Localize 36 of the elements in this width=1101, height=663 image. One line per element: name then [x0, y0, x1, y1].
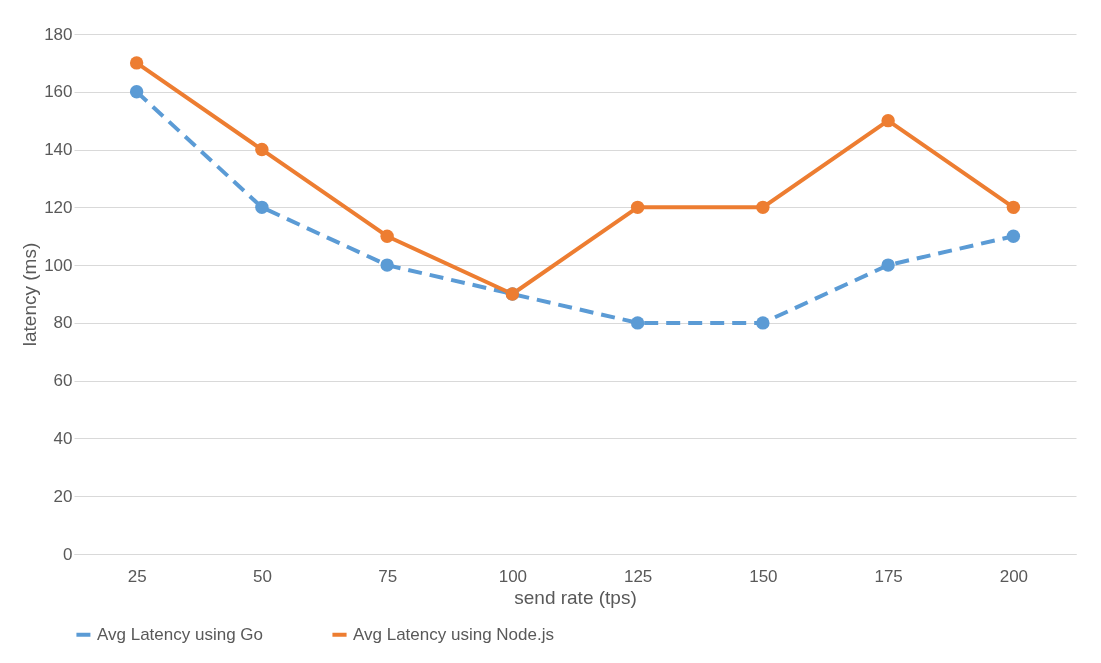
y-tick-label: 140 [44, 140, 73, 160]
point [255, 142, 269, 157]
point [129, 56, 144, 70]
x-tick-label: 25 [127, 566, 147, 586]
x-tick-label: 125 [623, 566, 653, 586]
y-tick-label: 40 [53, 428, 73, 448]
point [380, 229, 394, 243]
y-tick-label: 120 [44, 197, 73, 217]
y-tick-label: 100 [44, 255, 73, 275]
point [380, 258, 394, 272]
y-tick-label: 20 [53, 486, 73, 506]
x-tick-label: 50 [252, 566, 272, 586]
point [630, 200, 645, 215]
point [255, 200, 269, 215]
point [1006, 229, 1021, 243]
y-tick-label: 180 [44, 24, 73, 44]
y-axis-title: latency (ms) [19, 242, 41, 347]
x-tick-label: 200 [999, 566, 1029, 586]
point [756, 316, 770, 330]
point [630, 316, 645, 330]
x-tick-label: 75 [378, 566, 398, 586]
point [881, 113, 895, 128]
y-tick-label: 0 [63, 544, 73, 564]
y-tick-label: 160 [44, 82, 73, 102]
legend-label: Avg Latency using Go [97, 624, 264, 644]
point [1006, 200, 1021, 215]
y-tick-label: 60 [53, 371, 73, 391]
point [756, 200, 770, 215]
legend-label: Avg Latency using Node.js [353, 624, 554, 644]
x-tick-label: 175 [874, 566, 903, 586]
point [129, 85, 144, 99]
y-tick-label: 80 [53, 313, 73, 333]
x-axis-title: send rate (tps) [514, 586, 637, 608]
x-tick-label: 150 [749, 566, 778, 586]
point [881, 258, 895, 272]
x-tick-label: 100 [498, 566, 528, 586]
